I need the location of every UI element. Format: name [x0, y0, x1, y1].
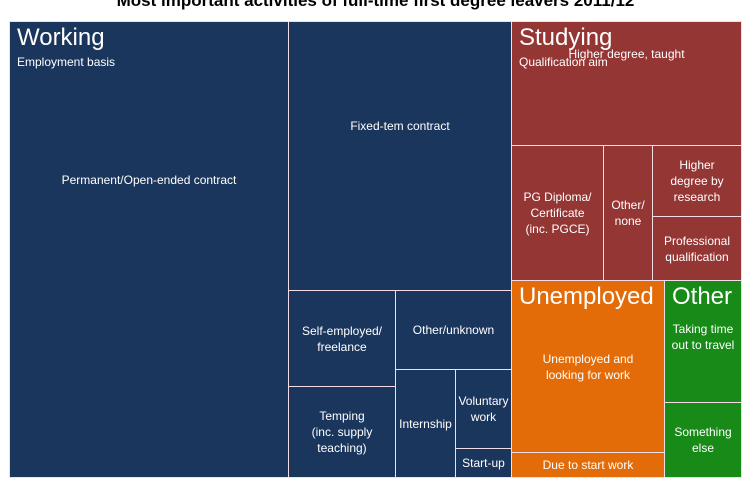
treemap-tile-working-1: Fixed-tem contract — [288, 21, 512, 291]
tile-label: Temping (inc. supply teaching) — [311, 409, 373, 455]
tile-label: Start-up — [462, 456, 505, 470]
tile-label: Professional qualification — [663, 233, 731, 264]
chart-title: Most important activities of full-time f… — [116, 0, 635, 10]
tile-label: Other/ none — [611, 198, 645, 228]
treemap-tile-studying-1: PG Diploma/ Certificate (inc. PGCE) — [511, 145, 604, 281]
tile-label: Internship — [399, 416, 452, 431]
treemap-tile-other-0: Taking time out to travel — [664, 280, 742, 403]
treemap-tile-unemployed-1: Due to start work — [511, 452, 665, 478]
treemap-tile-working-5: Internship — [395, 369, 456, 478]
tile-label: Self-employed/ freelance — [301, 323, 383, 354]
treemap-tile-working-6: Voluntary work — [455, 369, 512, 449]
treemap-tile-working-4: Other/unknown — [395, 290, 512, 370]
treemap-tile-unemployed-0: Unemployed and looking for work — [511, 280, 665, 453]
treemap-tile-other-1: Something else — [664, 402, 742, 478]
treemap-tile-studying-0: Higher degree, taught — [511, 21, 742, 146]
treemap-tile-studying-4: Professional qualification — [652, 216, 742, 281]
tile-label: Permanent/Open-ended contract — [61, 172, 237, 187]
tile-label: Higher degree by research — [670, 158, 724, 204]
treemap-tile-working-0: Permanent/Open-ended contract — [9, 21, 289, 478]
treemap-tile-working-7: Start-up — [455, 448, 512, 478]
tile-label: Higher degree, taught — [568, 46, 685, 61]
tile-label: Voluntary work — [458, 394, 509, 424]
tile-label: Something else — [674, 425, 732, 455]
treemap-tile-studying-3: Higher degree by research — [652, 145, 742, 217]
tile-label: Unemployed and looking for work — [542, 351, 634, 382]
treemap-tile-working-2: Self-employed/ freelance — [288, 290, 396, 387]
tile-label: Due to start work — [542, 458, 634, 472]
treemap-tile-working-3: Temping (inc. supply teaching) — [288, 386, 396, 478]
tile-label: PG Diploma/ Certificate (inc. PGCE) — [523, 190, 592, 236]
tile-label: Fixed-tem contract — [350, 119, 450, 133]
treemap-tile-studying-2: Other/ none — [603, 145, 653, 281]
tile-label: Other/unknown — [412, 323, 495, 337]
tile-label: Taking time out to travel — [671, 321, 735, 352]
